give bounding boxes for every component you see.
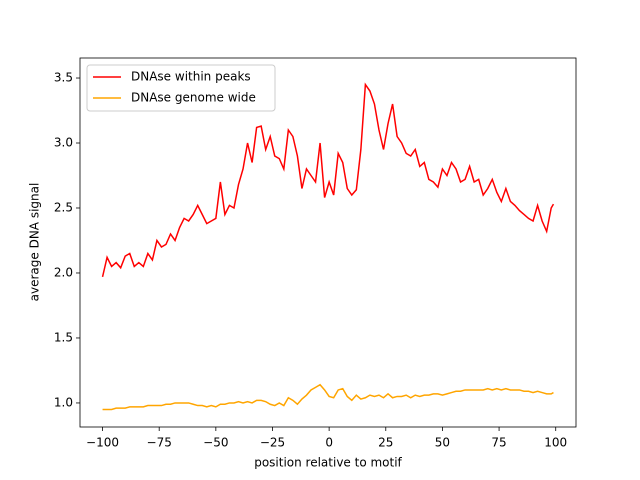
y-tick-label: 2.0 (54, 265, 73, 279)
x-tick-label: 100 (544, 436, 567, 450)
x-tick-label: 25 (378, 436, 393, 450)
legend-label: DNAse genome wide (131, 91, 256, 105)
x-tick-label: −75 (147, 436, 172, 450)
y-tick-label: 1.0 (54, 395, 73, 409)
legend-box (86, 64, 276, 112)
y-tick-label: 2.5 (54, 200, 73, 214)
line-series (102, 383, 554, 411)
legend-label: DNAse within peaks (131, 70, 251, 84)
line-series (101, 82, 555, 278)
x-tick-label: −50 (203, 436, 228, 450)
x-tick-label: −25 (260, 436, 285, 450)
legend: DNAse within peaks DNAse genome wide (86, 64, 276, 112)
plot-frame (79, 57, 577, 428)
y-tick-label: 3.5 (54, 71, 73, 85)
x-tick-label: 50 (435, 436, 450, 450)
x-axis-label: position relative to motif (254, 456, 402, 470)
x-tick-label: 0 (325, 436, 333, 450)
y-axis-label: average DNA signal (28, 183, 42, 302)
x-tick-label: −100 (86, 436, 119, 450)
y-tick-label: 3.0 (54, 136, 73, 150)
x-tick-label: 75 (491, 436, 506, 450)
y-tick-label: 1.5 (54, 330, 73, 344)
